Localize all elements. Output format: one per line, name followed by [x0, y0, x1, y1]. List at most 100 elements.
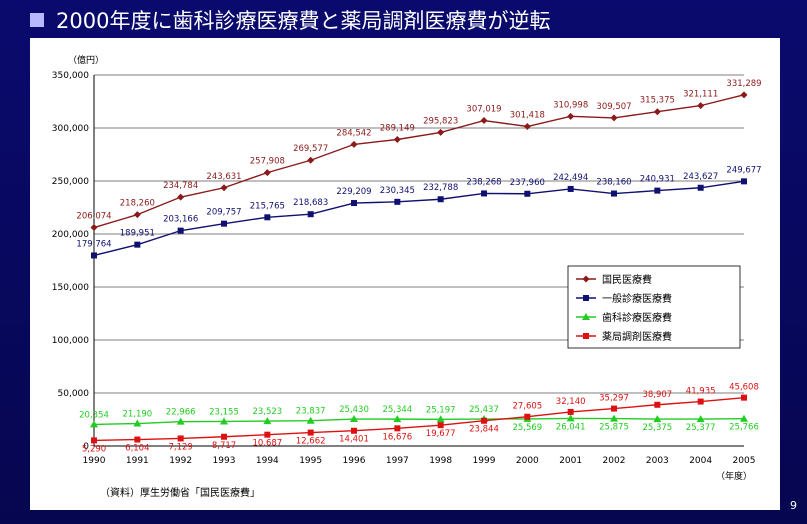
data-label: 25,375 — [642, 423, 672, 433]
data-point — [696, 415, 705, 423]
data-label: 206,074 — [76, 212, 111, 222]
data-label: 218,683 — [293, 198, 328, 208]
data-point — [437, 128, 445, 136]
data-label: 27,605 — [512, 402, 542, 412]
x-tick-label: 1998 — [429, 456, 452, 466]
x-tick-label: 1995 — [299, 456, 322, 466]
data-label: 307,019 — [466, 105, 501, 115]
data-point — [741, 394, 747, 401]
x-tick-label: 1999 — [473, 456, 496, 466]
data-label: 301,418 — [510, 110, 545, 120]
data-label: 321,111 — [683, 90, 718, 100]
data-point — [350, 415, 358, 423]
data-point — [740, 91, 748, 99]
data-label: 237,960 — [510, 178, 545, 188]
data-point — [583, 295, 589, 301]
legend-box — [567, 265, 741, 349]
chart-panel: 0 50,000 100,000 150,000 200,000 250,000 300,0… — [30, 38, 780, 510]
data-point — [654, 187, 661, 194]
data-point — [90, 224, 98, 232]
x-tick-label: 2001 — [559, 456, 582, 466]
data-label: 41,935 — [686, 387, 716, 397]
data-point — [263, 169, 271, 177]
x-tick-label: 1990 — [83, 456, 106, 466]
data-label: 23,837 — [296, 407, 326, 417]
data-point — [740, 414, 748, 422]
data-label: 5,290 — [82, 444, 106, 454]
data-point — [263, 417, 272, 425]
x-tick-label: 2000 — [516, 456, 539, 466]
x-tick-label: 1993 — [213, 456, 236, 466]
slide-title: 2000年度に歯科診療医療費と薬局調剤医療費が逆転 — [30, 4, 550, 36]
y-tick-label: 100,000 — [52, 336, 89, 346]
data-point — [653, 415, 662, 423]
data-label: 25,437 — [469, 405, 499, 415]
data-label: 229,209 — [336, 187, 371, 197]
data-point — [436, 415, 445, 423]
data-label: 234,784 — [163, 181, 198, 191]
data-point — [177, 193, 185, 201]
data-point — [351, 427, 357, 434]
y-tick-label: 350,000 — [52, 71, 89, 81]
data-point — [567, 408, 574, 415]
series-line — [93, 396, 745, 442]
y-tick-label: 250,000 — [52, 177, 89, 187]
series-3: 20,354 21,190 22,966 23,155 23,523 23,837 25,4… — [79, 405, 759, 433]
data-label: 26,041 — [556, 422, 586, 432]
data-point — [307, 429, 314, 436]
data-label: 23,844 — [469, 425, 499, 435]
data-point — [437, 422, 444, 429]
data-point — [133, 211, 141, 219]
data-point — [393, 136, 401, 144]
data-point — [524, 190, 531, 197]
data-point — [481, 417, 487, 424]
data-label: 232,788 — [423, 183, 458, 193]
data-label: 22,966 — [166, 408, 196, 418]
data-label: 179,764 — [76, 239, 111, 249]
data-point — [610, 414, 618, 422]
data-point — [741, 178, 747, 185]
source-note: （資料）厚生労働省「国民医療費」 — [100, 486, 260, 499]
data-point — [91, 437, 97, 444]
data-label: 32,140 — [556, 397, 586, 407]
data-point — [307, 156, 315, 164]
data-label: 35,297 — [599, 394, 629, 404]
y-tick-label: 150,000 — [52, 283, 89, 293]
y-tick-label: 0 — [83, 442, 89, 452]
data-point — [437, 196, 444, 203]
slide-title-text: 2000年度に歯科診療医療費と薬局調剤医療費が逆転 — [56, 9, 551, 33]
data-label: 215,765 — [250, 201, 285, 211]
data-label: 21,190 — [122, 410, 152, 420]
x-tick-label: 2004 — [689, 456, 712, 466]
data-label: 295,823 — [423, 116, 458, 126]
data-label: 25,766 — [729, 423, 759, 433]
x-tick-label: 1996 — [343, 456, 366, 466]
data-label: 25,344 — [382, 405, 412, 415]
data-point — [177, 227, 184, 234]
series-4: 5,290 6,104 7,129 8,717 10,687 12,662 14,401 16… — [82, 383, 759, 455]
data-point — [481, 190, 487, 197]
data-label: 238,160 — [596, 178, 631, 188]
data-point — [583, 333, 589, 339]
data-point — [134, 436, 141, 443]
data-label: 12,662 — [296, 437, 326, 447]
data-label: 240,931 — [640, 175, 675, 185]
data-point — [654, 401, 661, 408]
data-point — [134, 241, 141, 248]
data-point — [91, 252, 97, 259]
y-tick-label: 300,000 — [52, 124, 89, 134]
data-label: 23,523 — [252, 407, 282, 417]
data-label: 269,577 — [293, 144, 328, 154]
data-point — [133, 419, 142, 427]
data-point — [480, 117, 488, 125]
data-point — [394, 425, 401, 432]
data-label: 209,757 — [206, 208, 241, 218]
data-point — [90, 420, 98, 428]
data-point — [524, 413, 531, 420]
data-label: 45,608 — [729, 383, 759, 393]
data-label: 25,430 — [339, 405, 369, 415]
series-2: 179,764 189,951 203,166 209,757 215,765 218,6… — [76, 165, 762, 259]
data-label: 19,677 — [426, 429, 456, 439]
data-point — [264, 214, 271, 221]
